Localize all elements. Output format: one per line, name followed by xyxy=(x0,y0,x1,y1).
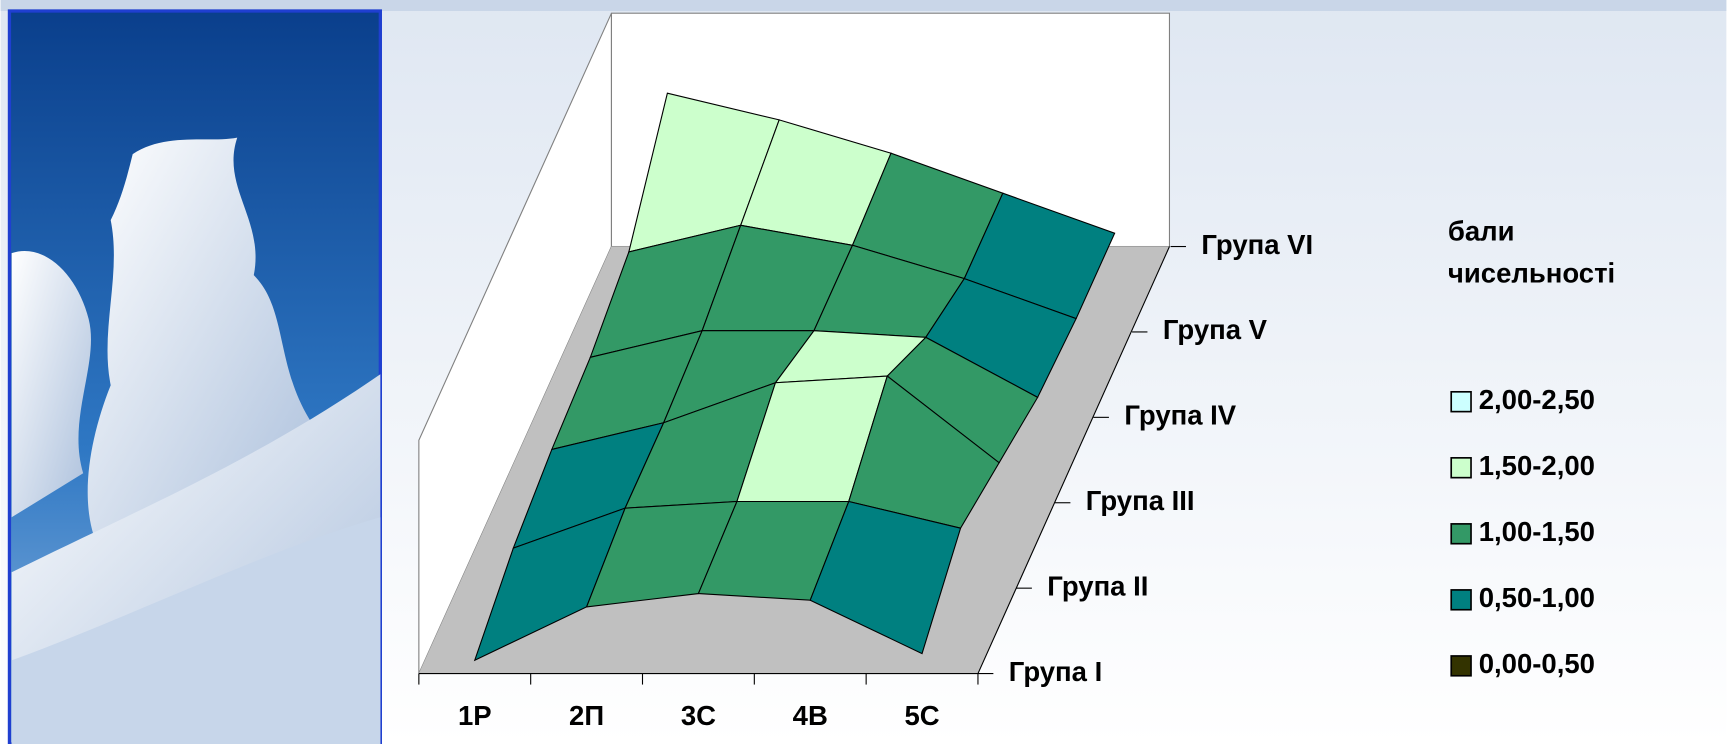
x-tick-label: 4В xyxy=(793,700,828,731)
legend-title: бали xyxy=(1448,216,1515,247)
legend-title: чисельності xyxy=(1448,257,1615,288)
legend-label: 1,00-1,50 xyxy=(1479,516,1595,547)
legend-label: 1,50-2,00 xyxy=(1479,450,1595,481)
x-tick-label: 2П xyxy=(569,700,604,731)
x-tick-label: 5С xyxy=(904,700,939,731)
depth-tick-label: Група II xyxy=(1047,570,1148,601)
legend-swatch xyxy=(1451,590,1471,610)
legend-swatch xyxy=(1451,656,1471,676)
x-tick-label: 3С xyxy=(681,700,716,731)
depth-tick-label: Група V xyxy=(1163,314,1268,345)
photo xyxy=(9,11,380,744)
depth-tick-label: Група IV xyxy=(1124,400,1236,431)
legend-label: 2,00-2,50 xyxy=(1479,384,1595,415)
legend-swatch xyxy=(1451,392,1471,412)
legend-swatch xyxy=(1451,524,1471,544)
legend-swatch xyxy=(1451,458,1471,478)
legend-label: 0,00-0,50 xyxy=(1479,648,1595,679)
depth-tick-label: Група VI xyxy=(1201,229,1313,260)
page: {"chart_data": {"type": "surface", "cate… xyxy=(0,0,1727,744)
legend-label: 0,50-1,00 xyxy=(1479,582,1595,613)
x-tick-label: 1Р xyxy=(458,700,492,731)
depth-tick-label: Група III xyxy=(1086,485,1195,516)
depth-tick-label: Група I xyxy=(1009,656,1102,687)
slide: 1Р 2П 3С 4В 5С Група I Група II Група III Група … xyxy=(0,0,1727,744)
